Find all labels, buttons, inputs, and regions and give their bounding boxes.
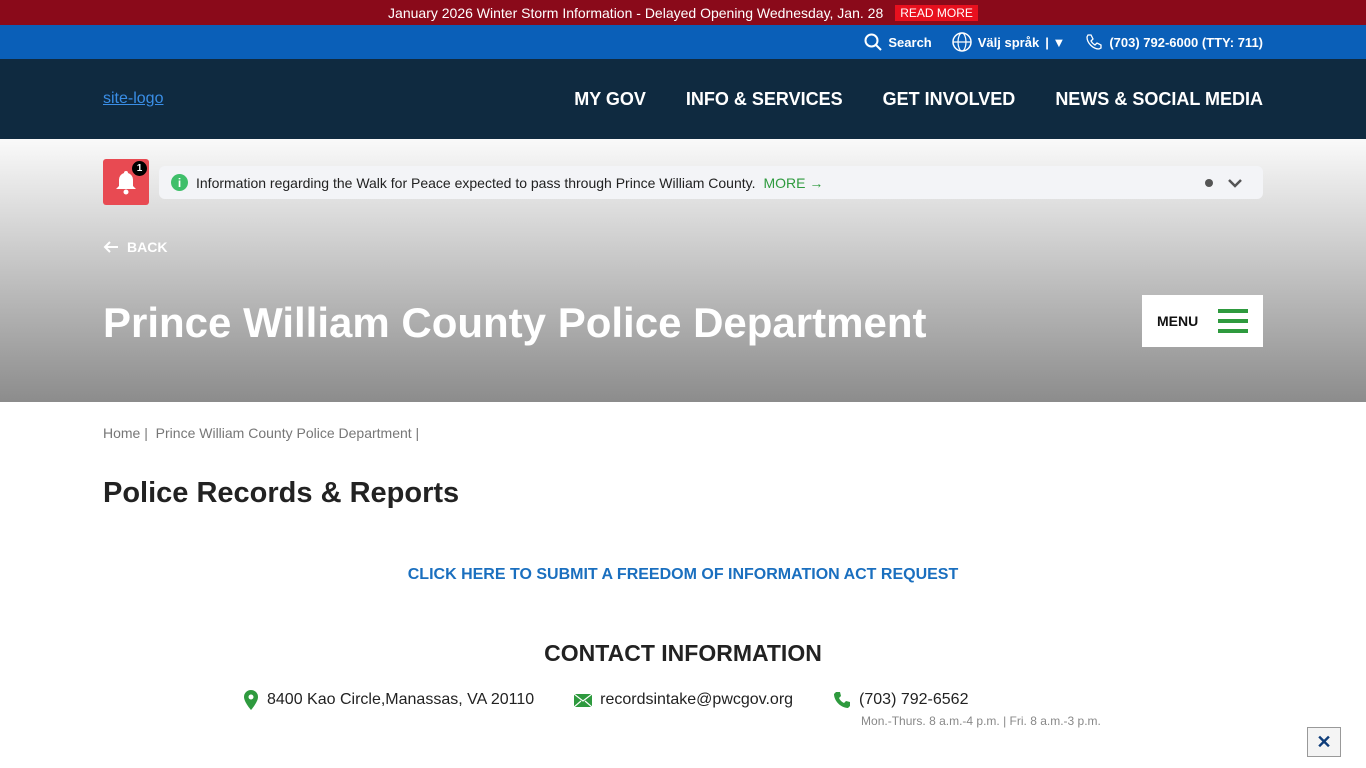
map-pin-icon <box>244 690 258 710</box>
main-nav: site-logo MY GOV INFO & SERVICES GET INV… <box>0 59 1366 139</box>
search-button[interactable]: Search <box>864 33 932 51</box>
close-button[interactable]: ✕ <box>1307 727 1341 757</box>
site-logo[interactable]: site-logo <box>103 90 164 107</box>
language-label: Välj språk <box>977 34 1040 50</box>
hamburger-icon <box>1218 309 1248 333</box>
globe-icon <box>952 32 972 52</box>
phone-group: (703) 792-6562 Mon.-Thurs. 8 a.m.-4 p.m.… <box>833 690 1101 728</box>
emergency-alert-bar: January 2026 Winter Storm Information - … <box>0 0 1366 25</box>
phone-icon <box>1086 34 1102 50</box>
notice-text: Information regarding the Walk for Peace… <box>196 174 756 191</box>
phone-icon <box>834 692 851 708</box>
address: 8400 Kao Circle,Manassas, VA 20110 <box>243 690 534 710</box>
notifications-button[interactable]: 1 <box>103 159 149 205</box>
contact-list: 8400 Kao Circle,Manassas, VA 20110 recor… <box>243 690 1101 728</box>
bell-icon <box>116 171 136 195</box>
breadcrumb-home[interactable]: Home <box>103 425 141 441</box>
chevron-down-icon[interactable] <box>1227 178 1243 188</box>
contact-heading: CONTACT INFORMATION <box>544 640 822 666</box>
envelope-icon <box>574 693 593 707</box>
notice-banner: i Information regarding the Walk for Pea… <box>159 166 1263 199</box>
address-text: 8400 Kao Circle,Manassas, VA 20110 <box>267 691 535 708</box>
utility-bar: Search Välj språk | ▼ (703) 792-6000 (TTY… <box>0 25 1366 59</box>
phone[interactable]: (703) 792-6562 <box>833 690 1101 710</box>
notification-count: 1 <box>132 161 147 176</box>
nav-info-services[interactable]: INFO & SERVICES <box>685 88 843 109</box>
dropdown-arrow-icon: | ▼ <box>1045 34 1066 50</box>
info-icon: i <box>171 174 188 191</box>
search-icon <box>864 33 883 51</box>
back-link[interactable]: BACK <box>103 239 167 255</box>
notice-more-link[interactable]: MORE → <box>763 174 824 191</box>
phone-link[interactable]: (703) 792-6000 (TTY: 711) <box>1085 33 1263 51</box>
hero: 1 i Information regarding the Walk for P… <box>0 139 1366 402</box>
back-label: BACK <box>127 239 168 255</box>
breadcrumb-police[interactable]: Prince William County Police Department <box>155 425 412 441</box>
search-label: Search <box>888 34 932 50</box>
section-menu-button[interactable]: MENU <box>1142 295 1263 347</box>
nav-news-social[interactable]: NEWS & SOCIAL MEDIA <box>1055 88 1263 109</box>
alert-text: January 2026 Winter Storm Information - … <box>388 4 884 21</box>
arrow-left-icon <box>103 241 118 253</box>
email[interactable]: recordsintake@pwcgov.org <box>574 690 793 710</box>
menu-label: MENU <box>1157 313 1199 329</box>
email-text[interactable]: recordsintake@pwcgov.org <box>600 691 794 708</box>
section-heading: Police Records & Reports <box>103 477 460 509</box>
nav-my-gov[interactable]: MY GOV <box>574 88 646 109</box>
breadcrumb: Home | Prince William County Police Depa… <box>103 425 420 441</box>
page-title: Prince William County Police Department <box>103 299 927 346</box>
language-select[interactable]: Välj språk | ▼ <box>952 32 1066 52</box>
carousel-dot[interactable] <box>1205 178 1213 187</box>
foia-request-link[interactable]: CLICK HERE TO SUBMIT A FREEDOM OF INFORM… <box>407 566 959 583</box>
read-more-button[interactable]: READ MORE <box>895 4 978 21</box>
nav-get-involved[interactable]: GET INVOLVED <box>882 88 1016 109</box>
phone-label: (703) 792-6000 (TTY: 711) <box>1109 34 1263 50</box>
phone-text[interactable]: (703) 792-6562 <box>859 691 969 708</box>
office-hours: Mon.-Thurs. 8 a.m.-4 p.m. | Fri. 8 a.m.-… <box>861 714 1101 728</box>
